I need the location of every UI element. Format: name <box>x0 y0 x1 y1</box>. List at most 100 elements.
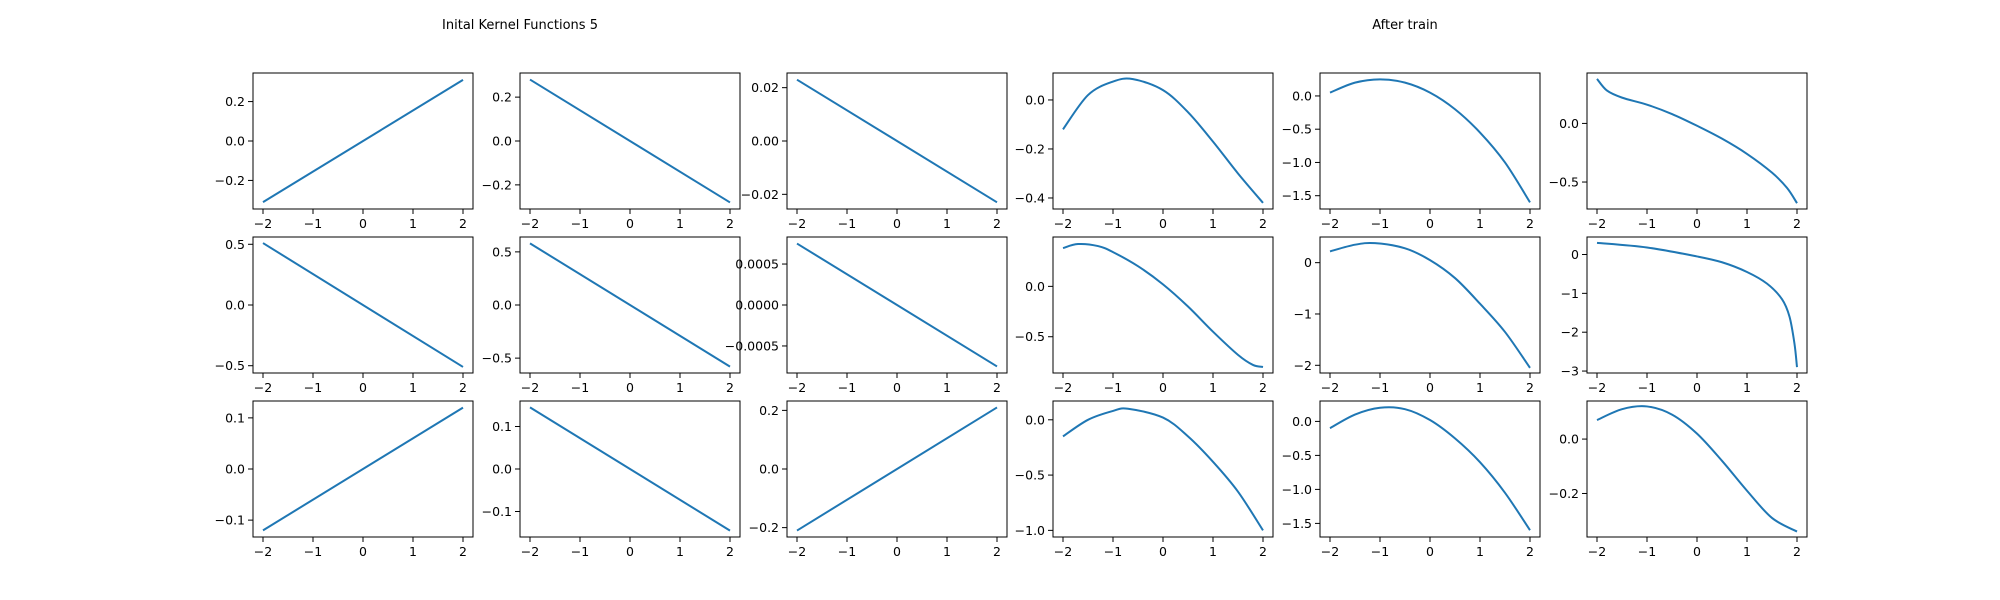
x-tick-label: −1 <box>571 216 589 231</box>
axes-frame <box>1319 236 1541 374</box>
right-suptitle: After train <box>1372 18 1438 33</box>
subplot-r1-c1: −2 −1 0 1 2 0.5 0.0 −0.5 <box>482 236 741 395</box>
x-tick-label: 0 <box>359 380 367 395</box>
y-tick-label: −1.0 <box>1282 482 1312 497</box>
y-tick-label: 0.00 <box>751 134 779 149</box>
y-tick-label: −1.5 <box>1282 516 1312 531</box>
x-tick-label: −1 <box>1104 380 1122 395</box>
series-line <box>262 242 464 368</box>
y-tick-label: 0.0 <box>1025 412 1045 427</box>
x-tick-label: 2 <box>1526 544 1534 559</box>
x-tick-label: 0 <box>893 380 901 395</box>
x-tick-label: 1 <box>1476 216 1484 231</box>
axes-frame <box>1586 72 1808 210</box>
series-line <box>1062 77 1264 204</box>
y-tick-label: 0.0000 <box>735 298 779 313</box>
y-tick-label: 0.2 <box>225 94 245 109</box>
y-tick-label: −0.5 <box>1015 329 1045 344</box>
y-tick-label: −0.5 <box>482 351 512 366</box>
subplot-r2-c2: −2 −1 0 1 2 0.2 0.0 −0.2 <box>749 400 1008 559</box>
x-tick-label: −1 <box>1371 216 1389 231</box>
y-tick-label: −0.1 <box>215 513 245 528</box>
x-tick-label: −1 <box>838 216 856 231</box>
x-tick-label: 2 <box>459 544 467 559</box>
y-tick-label: −1.0 <box>1282 155 1312 170</box>
x-tick-label: −2 <box>788 544 806 559</box>
x-tick-label: 2 <box>1526 380 1534 395</box>
y-tick-label: −0.5 <box>1549 175 1579 190</box>
series-line <box>1062 242 1264 368</box>
y-tick-label: −0.1 <box>482 504 512 519</box>
subplot-r2-c5: −2 −1 0 1 2 0.0 −0.2 <box>1549 400 1808 559</box>
subplot-r0-c2: −2 −1 0 1 2 −0.02 0.00 0.02 <box>741 72 1008 231</box>
y-tick-label: 0.0 <box>492 134 512 149</box>
x-tick-label: 0 <box>626 380 634 395</box>
y-tick-label: 0.2 <box>492 90 512 105</box>
y-tick-label: −0.02 <box>741 187 779 202</box>
y-tick-label: −0.2 <box>1015 141 1045 156</box>
y-tick-label: 0.1 <box>225 410 245 425</box>
x-tick-label: −2 <box>1588 544 1606 559</box>
subplot-r1-c4: −2 −1 0 1 2 0 −1 −2 <box>1294 236 1541 395</box>
x-tick-label: 2 <box>993 380 1001 395</box>
y-tick-label: 0.0 <box>1025 92 1045 107</box>
y-tick-label: 0.0 <box>492 298 512 313</box>
subplot-r2-c1: −2 −1 0 1 2 0.1 0.0 −0.1 <box>482 400 741 559</box>
axes-frame <box>1586 400 1808 538</box>
y-tick-label: −3 <box>1561 364 1579 379</box>
series-line <box>1329 78 1531 203</box>
y-tick-label: −1 <box>1294 306 1312 321</box>
x-tick-label: 2 <box>1259 380 1267 395</box>
subplot-r2-c0: −2 −1 0 1 2 0.1 0.0 −0.1 <box>215 400 474 559</box>
series-line <box>796 78 998 204</box>
y-tick-label: 0.0 <box>1559 116 1579 131</box>
x-tick-label: −1 <box>1371 380 1389 395</box>
y-tick-label: −1.5 <box>1282 188 1312 203</box>
x-tick-label: 1 <box>409 544 417 559</box>
y-tick-label: 0.0 <box>225 462 245 477</box>
subplot-r1-c0: −2 −1 0 1 2 0.5 0.0 −0.5 <box>215 236 474 395</box>
x-tick-label: −1 <box>838 544 856 559</box>
x-tick-label: 0 <box>359 544 367 559</box>
y-tick-label: −0.2 <box>215 173 245 188</box>
y-tick-label: 0.0 <box>759 462 779 477</box>
axes-frame <box>1052 236 1274 374</box>
x-tick-label: −1 <box>1104 544 1122 559</box>
y-tick-label: 0.0 <box>225 134 245 149</box>
y-tick-label: −0.4 <box>1015 190 1045 205</box>
x-tick-label: 2 <box>1259 216 1267 231</box>
series-line <box>262 79 464 203</box>
x-tick-label: −2 <box>1054 544 1072 559</box>
series-line <box>1329 241 1531 369</box>
x-tick-label: 0 <box>359 216 367 231</box>
y-tick-label: −1.0 <box>1015 523 1045 538</box>
x-tick-label: 2 <box>726 544 734 559</box>
x-tick-label: −1 <box>1638 544 1656 559</box>
y-tick-label: 0.5 <box>492 244 512 259</box>
series-line <box>796 406 998 532</box>
x-tick-label: −2 <box>1054 380 1072 395</box>
y-tick-label: −2 <box>1294 358 1312 373</box>
subplot-r1-c5: −2 −1 0 1 2 0 −1 −2 −3 <box>1561 236 1808 395</box>
y-tick-label: 0.0005 <box>735 257 779 272</box>
y-tick-label: −0.5 <box>215 358 245 373</box>
x-tick-label: −1 <box>838 380 856 395</box>
y-tick-label: −0.0005 <box>725 338 779 353</box>
x-tick-label: −2 <box>1321 216 1339 231</box>
x-tick-label: −1 <box>304 544 322 559</box>
subplot-r0-c0: −2 −1 0 1 2 −0.2 0.0 0.2 <box>215 72 474 231</box>
y-tick-label: −0.2 <box>1549 486 1579 501</box>
subplot-r2-c3: −2 −1 0 1 2 0.0 −0.5 −1.0 <box>1015 400 1274 559</box>
x-tick-label: 2 <box>993 216 1001 231</box>
subplot-r0-c5: −2 −1 0 1 2 0.0 −0.5 <box>1549 72 1808 231</box>
x-tick-label: 1 <box>1743 380 1751 395</box>
x-tick-label: −2 <box>1588 216 1606 231</box>
y-tick-label: −2 <box>1561 325 1579 340</box>
subplot-r1-c2: −2 −1 0 1 2 0.0005 0.0000 −0.0005 <box>725 236 1008 395</box>
x-tick-label: 2 <box>993 544 1001 559</box>
x-tick-label: −2 <box>1054 216 1072 231</box>
x-tick-label: −2 <box>1321 380 1339 395</box>
x-tick-label: −1 <box>304 380 322 395</box>
x-tick-label: 0 <box>1426 380 1434 395</box>
